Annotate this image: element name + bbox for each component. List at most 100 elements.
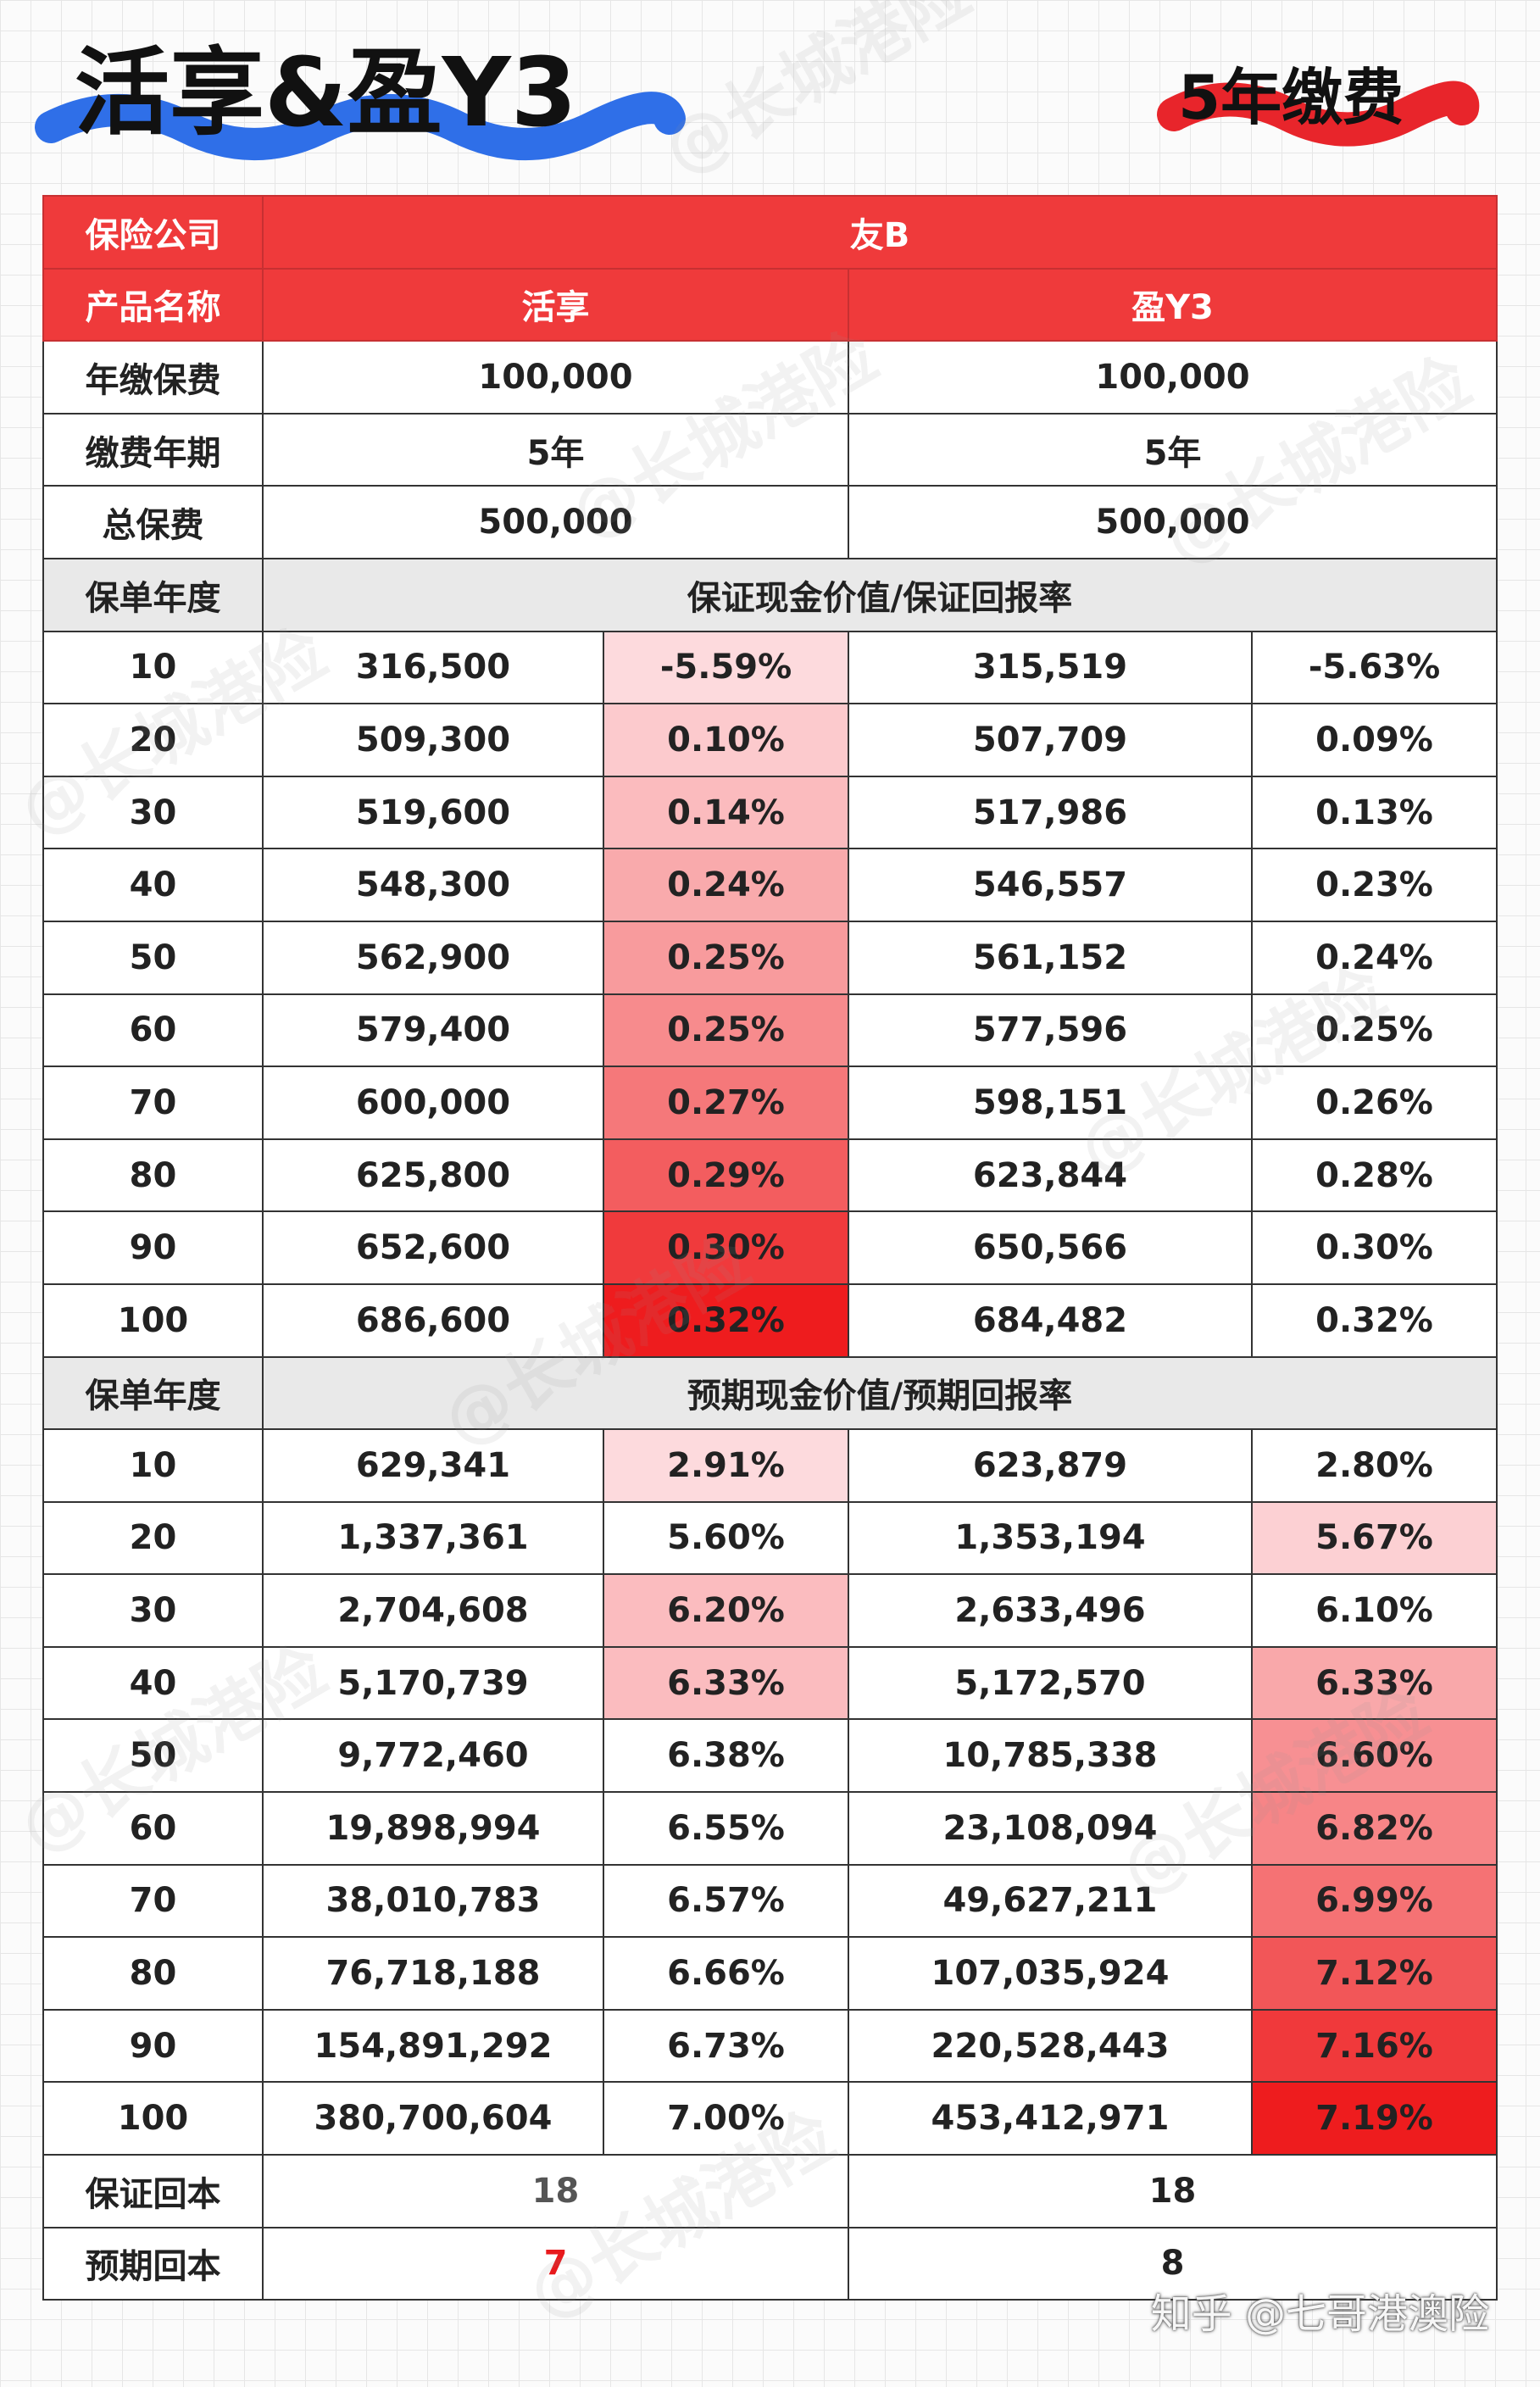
return-rate: 0.24% [603,848,849,922]
return-rate: 6.38% [603,1718,849,1794]
table-row: 保单年度 保证现金价值/保证回报率 [42,557,1498,632]
badge-wave [1157,81,1480,147]
return-rate: 6.60% [1251,1718,1498,1794]
cash-value: 684,482 [848,1283,1253,1358]
return-rate: 0.09% [1251,703,1498,777]
table-row: 缴费年期 5年 5年 [42,412,1498,487]
table-row: 80 76,718,188 6.66% 107,035,924 7.12% [42,1936,1498,2011]
cash-value: 625,800 [262,1138,604,1213]
breakeven-year: 7 [262,2226,849,2301]
cash-value: 598,151 [848,1066,1253,1140]
cash-value: 686,600 [262,1283,604,1358]
cash-value: 1,337,361 [262,1500,604,1576]
header: 活享&盈Y3 5年缴费 [35,38,1480,160]
return-rate: 7.16% [1251,2008,1498,2084]
cash-value: 623,844 [848,1138,1253,1213]
info-value: 500,000 [262,485,849,559]
credit: 知乎 @七哥港澳险 [1150,2290,1489,2338]
cash-value: 562,900 [262,920,604,995]
policy-year: 60 [42,993,264,1068]
policy-year: 10 [42,630,264,705]
table-row: 保险公司 友B [42,195,1498,270]
return-rate: 6.66% [603,1936,849,2011]
section-title: 保证现金价值/保证回报率 [262,557,1498,632]
table-row: 100 686,600 0.32% 684,482 0.32% [42,1283,1498,1358]
return-rate: 6.55% [603,1791,849,1866]
policy-year: 40 [42,848,264,922]
return-rate: 5.60% [603,1500,849,1576]
table-row: 60 19,898,994 6.55% 23,108,094 6.82% [42,1791,1498,1866]
return-rate: 0.25% [603,920,849,995]
cash-value: 519,600 [262,775,604,850]
table-row: 40 548,300 0.24% 546,557 0.23% [42,848,1498,922]
row-header: 总保费 [42,485,264,559]
cash-value: 380,700,604 [262,2081,604,2156]
policy-year: 10 [42,1428,264,1503]
title: 活享&盈Y3 [75,38,577,148]
policy-year: 100 [42,2081,264,2156]
cash-value: 509,300 [262,703,604,777]
table-row: 50 9,772,460 6.38% 10,785,338 6.60% [42,1718,1498,1794]
return-rate: 0.25% [603,993,849,1068]
policy-year: 30 [42,1573,264,1648]
policy-year: 80 [42,1936,264,2011]
table-row: 20 509,300 0.10% 507,709 0.09% [42,703,1498,777]
table-row: 30 519,600 0.14% 517,986 0.13% [42,775,1498,850]
table-row: 10 316,500 -5.59% 315,519 -5.63% [42,630,1498,705]
product-name: 活享 [262,267,849,342]
info-value: 5年 [262,412,849,487]
policy-year: 60 [42,1791,264,1866]
table-row: 保单年度 预期现金价值/预期回报率 [42,1355,1498,1431]
section-label: 保单年度 [42,557,264,632]
table-row: 70 38,010,783 6.57% 49,627,211 6.99% [42,1863,1498,1939]
cash-value: 5,172,570 [848,1645,1253,1721]
cash-value: 316,500 [262,630,604,705]
policy-year: 90 [42,2008,264,2084]
cash-value: 629,341 [262,1428,604,1503]
cash-value: 579,400 [262,993,604,1068]
policy-year: 50 [42,1718,264,1794]
cash-value: 23,108,094 [848,1791,1253,1866]
section-title: 预期现金价值/预期回报率 [262,1355,1498,1431]
cash-value: 10,785,338 [848,1718,1253,1794]
breakeven-year: 8 [848,2226,1498,2301]
cash-value: 507,709 [848,703,1253,777]
section-label: 保单年度 [42,1355,264,1431]
cash-value: 19,898,994 [262,1791,604,1866]
table-row: 10 629,341 2.91% 623,879 2.80% [42,1428,1498,1503]
return-rate: 6.10% [1251,1573,1498,1648]
return-rate: 0.23% [1251,848,1498,922]
info-value: 100,000 [848,340,1498,415]
return-rate: 6.20% [603,1573,849,1648]
cash-value: 548,300 [262,848,604,922]
policy-year: 70 [42,1863,264,1939]
cash-value: 600,000 [262,1066,604,1140]
row-header: 预期回本 [42,2226,264,2301]
table-row: 100 380,700,604 7.00% 453,412,971 7.19% [42,2081,1498,2156]
cash-value: 5,170,739 [262,1645,604,1721]
row-header: 保险公司 [42,195,264,270]
policy-year: 70 [42,1066,264,1140]
policy-year: 80 [42,1138,264,1213]
return-rate: 0.32% [1251,1283,1498,1358]
table-row: 70 600,000 0.27% 598,151 0.26% [42,1066,1498,1140]
return-rate: -5.63% [1251,630,1498,705]
cash-value: 2,633,496 [848,1573,1253,1648]
cash-value: 517,986 [848,775,1253,850]
cash-value: 652,600 [262,1210,604,1285]
return-rate: 6.33% [1251,1645,1498,1721]
table-row: 20 1,337,361 5.60% 1,353,194 5.67% [42,1500,1498,1576]
cash-value: 315,519 [848,630,1253,705]
table-row: 30 2,704,608 6.20% 2,633,496 6.10% [42,1573,1498,1648]
row-header: 年缴保费 [42,340,264,415]
policy-year: 30 [42,775,264,850]
policy-year: 90 [42,1210,264,1285]
return-rate: 6.99% [1251,1863,1498,1939]
cash-value: 577,596 [848,993,1253,1068]
return-rate: 5.67% [1251,1500,1498,1576]
info-value: 100,000 [262,340,849,415]
cash-value: 76,718,188 [262,1936,604,2011]
table-row: 保证回本 18 18 [42,2154,1498,2228]
return-rate: -5.59% [603,630,849,705]
